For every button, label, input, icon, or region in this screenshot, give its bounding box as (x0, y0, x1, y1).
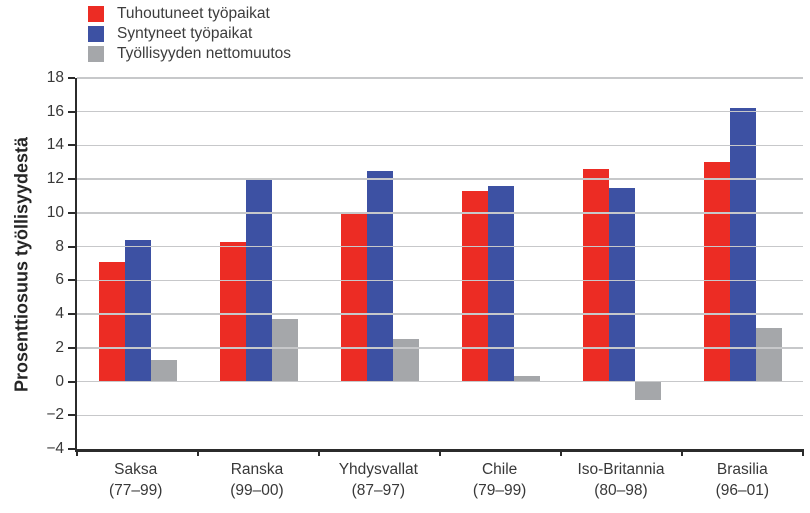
y-tick-label: −4 (46, 440, 64, 457)
x-category-name: Chile (481, 461, 518, 478)
x-category-label: Ranska (99–00) (196, 459, 317, 501)
x-category-name: Ranska (230, 461, 284, 478)
bar-group-saksa (77, 78, 198, 449)
y-tick-label: 14 (46, 136, 64, 154)
bar-group-brasilia (682, 78, 803, 449)
legend-label: Työllisyyden nettomuutos (117, 44, 292, 62)
legend-swatch-net (88, 45, 104, 62)
y-tick-label: −2 (46, 406, 64, 424)
bar-series0-iso-britannia (582, 169, 609, 382)
x-category-label: Yhdysvallat (87–97) (318, 459, 439, 501)
bars-layer (77, 78, 803, 449)
x-category-period: (77–99) (108, 482, 163, 499)
y-tick-mark (68, 313, 75, 316)
bar-series0-chile (461, 190, 488, 382)
bar-series1-chile (487, 185, 514, 382)
y-tick-mark (68, 380, 75, 383)
bar-group-chile (440, 78, 561, 449)
bar-series1-saksa (124, 239, 151, 382)
y-tick-label: 0 (55, 372, 64, 390)
x-category-name: Yhdysvallat (338, 461, 418, 478)
y-tick-mark (68, 346, 75, 349)
y-tick-mark (68, 144, 75, 147)
y-tick-mark (68, 110, 75, 113)
gridline (77, 279, 803, 282)
bar-series2-saksa (150, 359, 177, 382)
gridline (77, 313, 803, 315)
y-tick-mark (68, 211, 75, 214)
x-category-name: Iso-Britannia (577, 461, 665, 478)
y-tick-mark (68, 245, 75, 248)
y-tick-label: 12 (46, 170, 64, 188)
gridline (77, 347, 803, 349)
x-category-period: (80–98) (594, 482, 648, 499)
legend: Tuhoutuneet työpaikat Syntyneet työpaika… (88, 5, 291, 62)
y-axis-labels: 18 16 14 12 10 8 6 4 2 0 −2 −4 (0, 69, 64, 457)
x-tick-mark (802, 449, 804, 456)
x-tick-mark (681, 449, 683, 456)
legend-label: Tuhoutuneet työpaikat (117, 4, 270, 22)
bar-group-ranska (198, 78, 319, 449)
y-tick-label: 6 (55, 271, 64, 289)
y-tick-label: 10 (46, 203, 64, 221)
bar-series1-yhdysvallat (366, 170, 393, 382)
bar-group-yhdysvallat (319, 78, 440, 449)
bar-series0-saksa (98, 261, 125, 382)
bar-series2-ranska (271, 319, 298, 382)
gridline (77, 414, 803, 417)
legend-item: Työllisyyden nettomuutos (88, 45, 291, 62)
y-tick-mark (68, 77, 75, 79)
bar-series2-brasilia (755, 327, 782, 382)
x-category-name: Saksa (114, 461, 158, 478)
y-tick-mark (68, 448, 75, 450)
x-tick-mark (197, 449, 199, 456)
legend-item: Syntyneet työpaikat (88, 25, 291, 42)
x-category-period: (79–99) (472, 482, 527, 499)
x-category-label: Chile (79–99) (439, 459, 560, 501)
x-axis-labels: Saksa (77–99) Ranska (99–00) Yhdysvallat (87–… (75, 459, 803, 501)
legend-swatch-destroyed (88, 5, 104, 22)
y-tick-label: 8 (55, 237, 64, 255)
x-tick-mark (318, 449, 320, 456)
bar-series0-yhdysvallat (340, 212, 367, 382)
legend-swatch-created (88, 25, 104, 42)
bar-series2-iso-britannia (634, 381, 661, 401)
y-tick-label: 18 (46, 69, 64, 86)
y-tick-label: 16 (46, 102, 64, 120)
x-category-period: (87–97) (351, 482, 406, 499)
plot-area (68, 77, 804, 456)
bar-series2-chile (513, 376, 540, 382)
gridline (77, 110, 803, 113)
y-tick-mark (68, 279, 75, 282)
bar-series1-brasilia (729, 108, 756, 382)
x-tick-mark (560, 449, 562, 456)
bar-series0-ranska (219, 241, 246, 382)
bar-series0-brasilia (703, 162, 730, 382)
x-category-label: Saksa (77–99) (75, 459, 196, 501)
x-category-label: Brasilia (96–01) (682, 459, 803, 501)
x-category-label: Iso-Britannia (80–98) (560, 459, 681, 501)
legend-item: Tuhoutuneet työpaikat (88, 5, 291, 22)
bar-series1-iso-britannia (608, 187, 635, 382)
bar-series2-yhdysvallat (392, 339, 419, 382)
gridline (77, 245, 803, 248)
gridline (77, 380, 803, 383)
y-tick-mark (68, 414, 75, 417)
x-tick-mark (439, 449, 441, 456)
bar-group-iso-britannia (561, 78, 682, 449)
x-tick-mark (76, 449, 78, 456)
x-category-period: (99–00) (230, 482, 284, 499)
gridline (77, 144, 803, 147)
gridline (77, 178, 803, 180)
x-category-name: Brasilia (716, 461, 768, 478)
x-category-period: (96–01) (715, 482, 770, 499)
legend-label: Syntyneet työpaikat (117, 24, 253, 42)
gridline (77, 212, 803, 214)
y-tick-label: 2 (55, 338, 64, 356)
y-tick-mark (68, 178, 75, 181)
y-tick-label: 4 (55, 305, 64, 323)
gridline (77, 77, 803, 79)
